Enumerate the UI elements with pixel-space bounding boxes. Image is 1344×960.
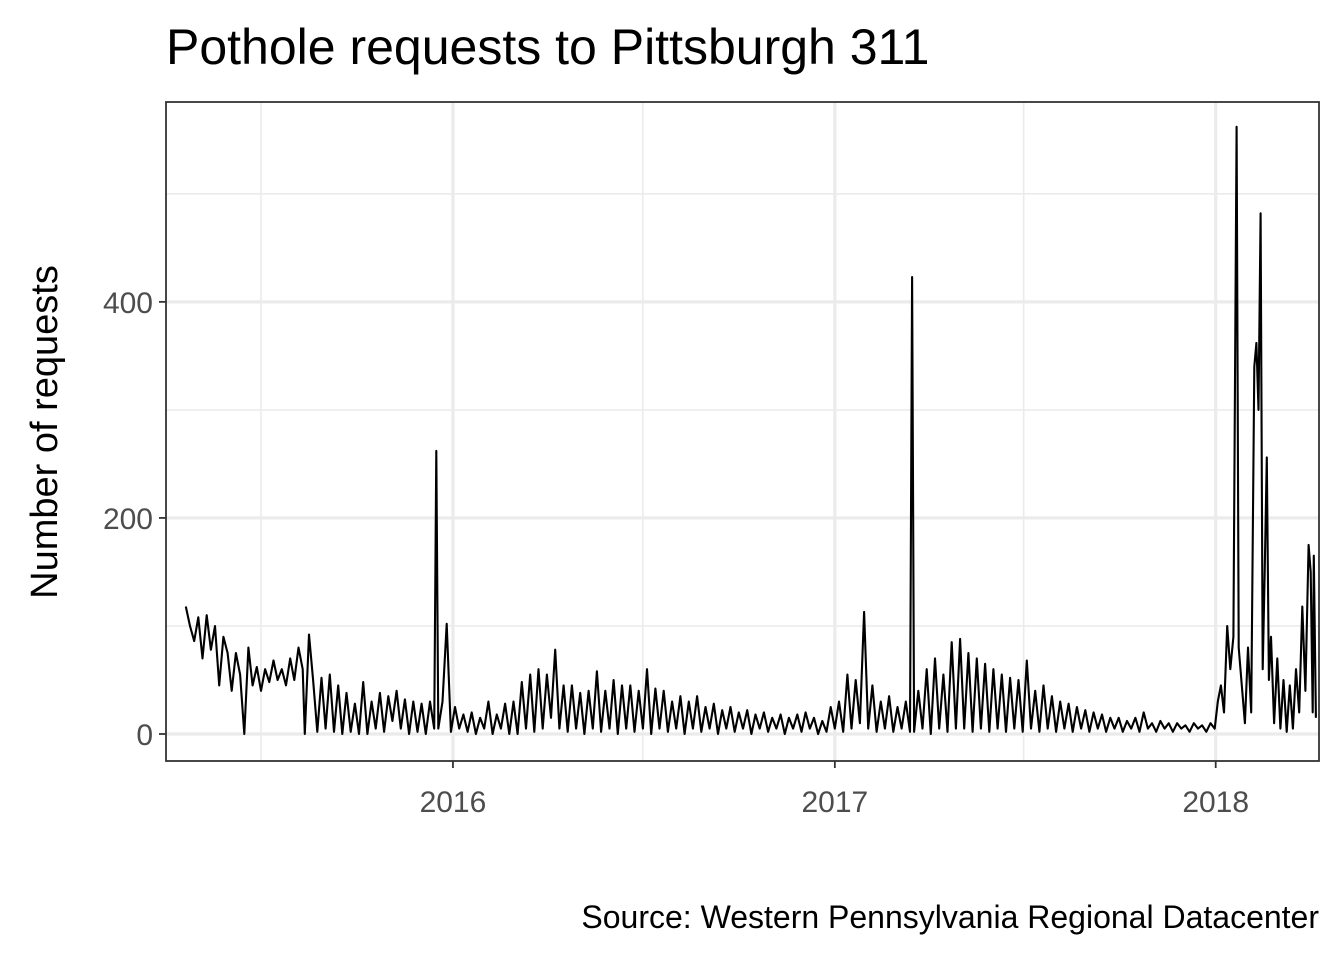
y-axis: 0 200 400	[103, 287, 166, 752]
y-axis-title: Number of requests	[24, 265, 66, 599]
x-axis: 2016 2017 2018	[420, 761, 1249, 819]
y-tick-label: 0	[136, 719, 153, 752]
panel-border	[165, 101, 1320, 762]
plot-panel	[165, 101, 1320, 762]
x-tick-label: 2017	[801, 786, 868, 819]
series-line	[184, 125, 1317, 736]
grid-lines	[166, 102, 1319, 761]
y-tick-label: 200	[103, 503, 153, 536]
x-tick-label: 2016	[420, 786, 487, 819]
source-caption: Source: Western Pennsylvania Regional Da…	[581, 899, 1319, 935]
chart-title: Pothole requests to Pittsburgh 311	[166, 19, 929, 75]
x-tick-label: 2018	[1182, 786, 1249, 819]
y-tick-label: 400	[103, 287, 153, 320]
